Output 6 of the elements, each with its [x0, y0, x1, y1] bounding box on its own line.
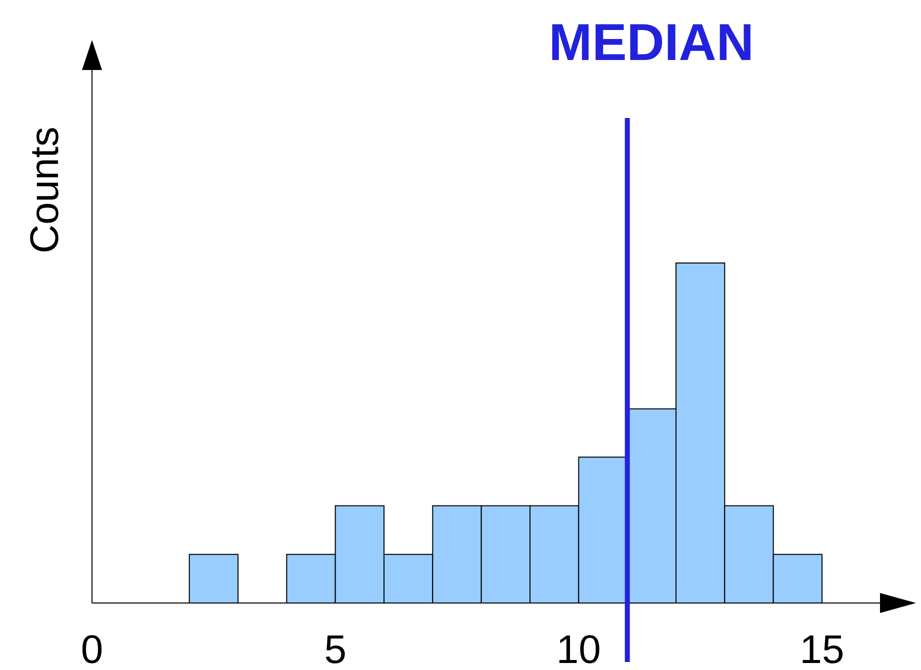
- x-tick-label: 5: [324, 628, 346, 670]
- x-tick-label: 10: [556, 628, 601, 670]
- y-axis-title: Counts: [23, 126, 67, 254]
- x-tick-label: 15: [800, 628, 844, 670]
- x-tick-label: 0: [80, 628, 104, 670]
- ref-line-label: MEDIAN: [548, 14, 754, 72]
